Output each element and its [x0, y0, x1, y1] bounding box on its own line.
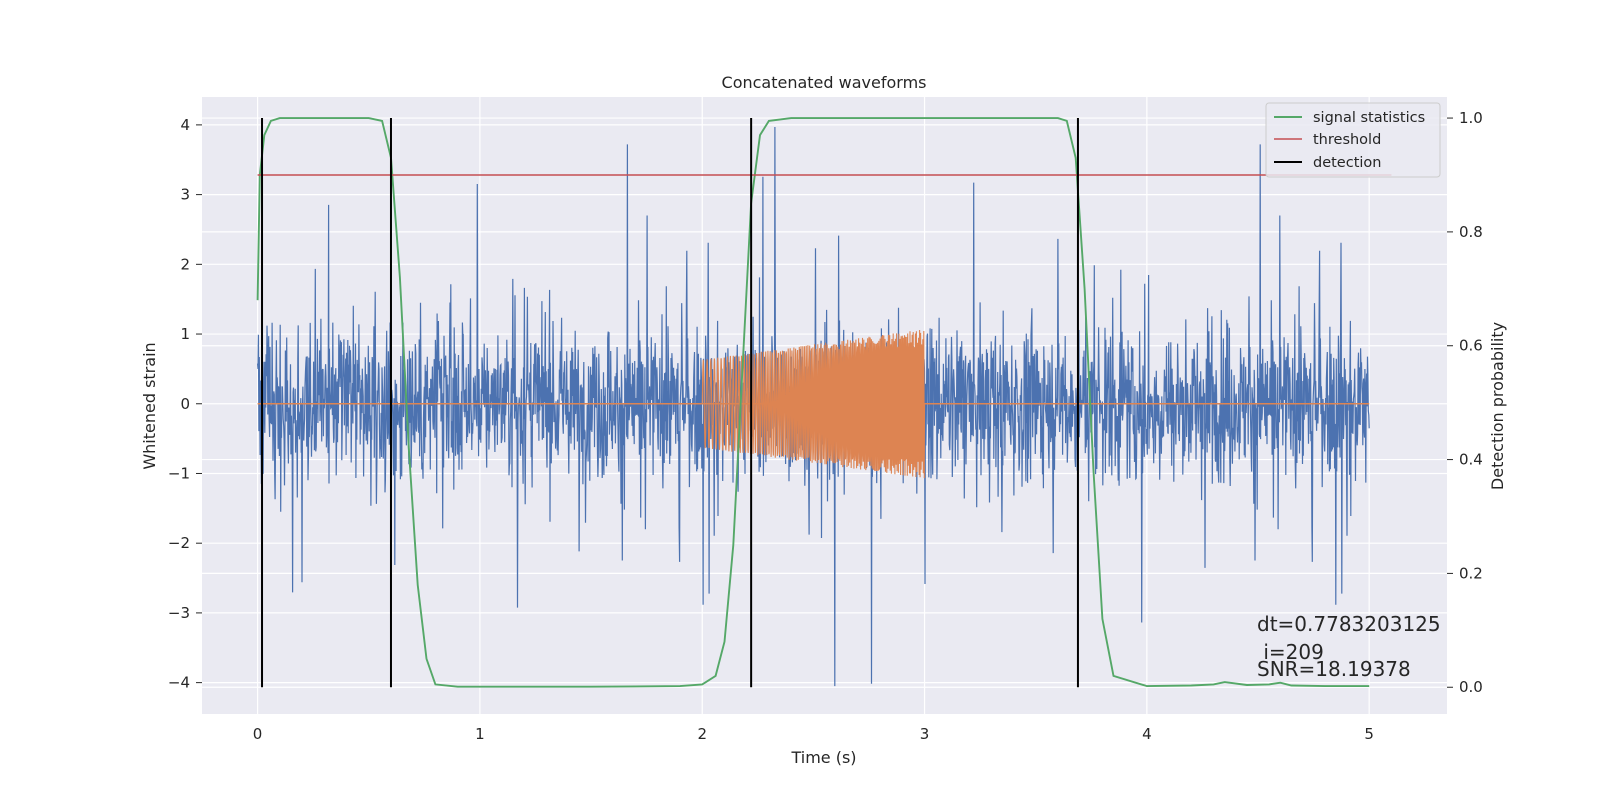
x-tick-label: 3	[920, 725, 930, 743]
y-tick-label: −2	[168, 534, 190, 552]
legend: signal statistics threshold detection	[1265, 102, 1441, 178]
y-tick-label: −3	[168, 604, 190, 622]
y-tick-label: −1	[168, 464, 190, 482]
y-tick-label: 0	[180, 395, 190, 413]
x-tick-label: 5	[1364, 725, 1374, 743]
legend-label-threshold: threshold	[1313, 132, 1381, 148]
y-tick-label: 2	[180, 255, 190, 273]
x-axis-ticks: 0 1 2 3 4 5	[253, 725, 1374, 743]
x-tick-label: 0	[253, 725, 263, 743]
y-axis-label: Whitened strain	[140, 342, 159, 469]
y2-tick-label: 0.8	[1459, 223, 1483, 241]
y-tick-label: 3	[180, 186, 190, 204]
y-axis-ticks: −4 −3 −2 −1 0 1 2 3 4	[168, 116, 202, 692]
annotation-index: i=209	[1257, 640, 1324, 664]
y2-axis-label: Detection probability	[1488, 322, 1507, 490]
x-axis-label: Time (s)	[790, 748, 856, 767]
signal-statistics-line	[256, 117, 1370, 688]
legend-box	[1265, 102, 1441, 178]
x-tick-label: 2	[697, 725, 707, 743]
y-tick-label: −4	[168, 674, 190, 692]
plot-area	[256, 117, 1392, 688]
x-tick-label: 4	[1142, 725, 1152, 743]
y2-tick-label: 0.0	[1459, 678, 1483, 696]
annotation-block: dt=0.7783203125 i=209 SNR=18.19378	[1257, 612, 1441, 681]
chart-title: Concatenated waveforms	[722, 73, 927, 92]
x-tick-label: 1	[475, 725, 485, 743]
y-tick-label: 1	[180, 325, 190, 343]
annotation-snr: SNR=18.19378	[1257, 657, 1411, 681]
y2-tick-label: 0.6	[1459, 337, 1483, 355]
y2-axis-ticks: 0.0 0.2 0.4 0.6 0.8 1.0	[1447, 109, 1483, 696]
legend-label-detection: detection	[1313, 155, 1381, 171]
detection-lines	[261, 118, 1079, 688]
injected-waveform-line	[701, 329, 926, 479]
y2-tick-label: 1.0	[1459, 109, 1483, 127]
y2-tick-label: 0.2	[1459, 564, 1483, 582]
legend-label-signal-statistics: signal statistics	[1313, 110, 1425, 126]
y2-tick-label: 0.4	[1459, 451, 1483, 469]
y-tick-label: 4	[180, 116, 190, 134]
annotation-dt: dt=0.7783203125	[1257, 612, 1441, 636]
